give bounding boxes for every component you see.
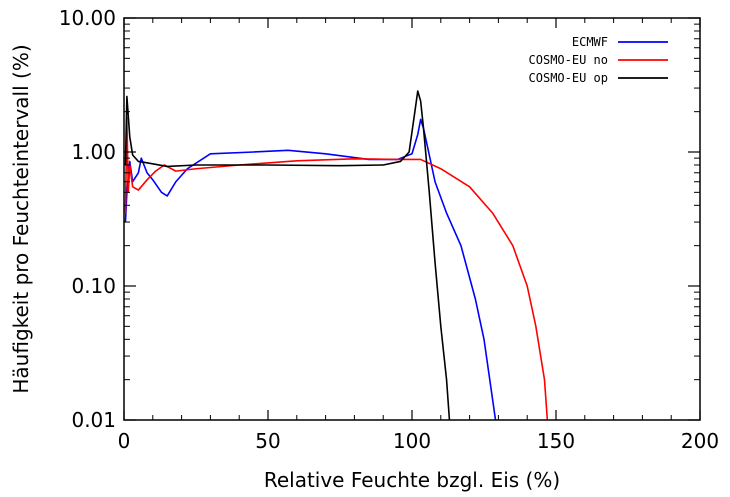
x-tick-label-1: 50	[255, 429, 280, 453]
y-tick-label-2: 1.00	[71, 140, 116, 164]
series-line-1	[124, 116, 549, 420]
legend: ECMWF COSMO-EU no COSMO-EU op	[529, 35, 668, 85]
series-lines	[124, 90, 549, 420]
series-line-2	[124, 90, 451, 420]
x-tick-label-0: 0	[118, 429, 131, 453]
legend-label-0: ECMWF	[572, 35, 608, 49]
y-axis-title: Häufigkeit pro Feuchteintervall (%)	[9, 44, 33, 393]
x-tick-label-2: 100	[393, 429, 431, 453]
plot-frame	[123, 17, 701, 421]
y-tick-label-1: 0.10	[71, 274, 116, 298]
legend-label-2: COSMO-EU op	[529, 71, 608, 85]
axis-ticks: 0 50 100 150 200 0.01 0.10 1.00 10.00	[59, 6, 719, 453]
legend-label-1: COSMO-EU no	[529, 53, 608, 67]
y-tick-label-3: 10.00	[59, 6, 116, 30]
x-tick-label-3: 150	[537, 429, 575, 453]
x-axis-title: Relative Feuchte bzgl. Eis (%)	[264, 468, 560, 492]
series-line-0	[124, 118, 497, 420]
x-tick-label-4: 200	[681, 429, 719, 453]
y-tick-label-0: 0.01	[71, 408, 116, 432]
